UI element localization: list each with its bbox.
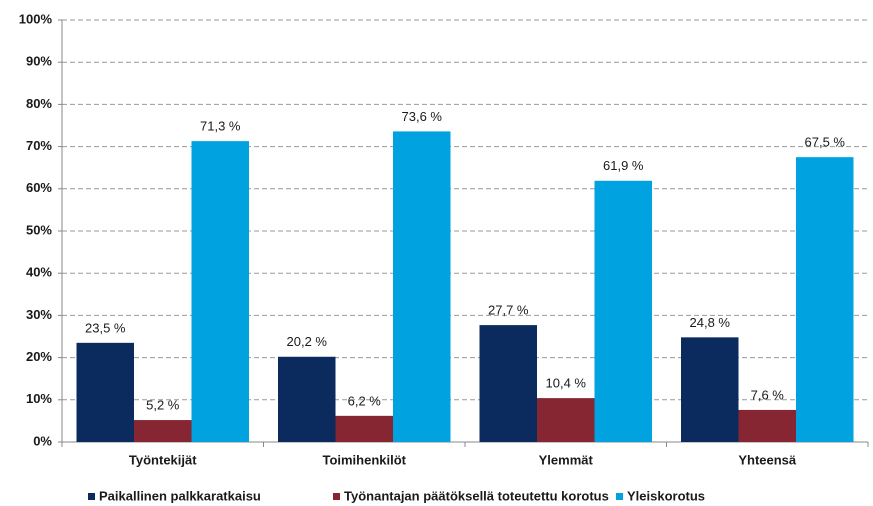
x-tick-label: Ylemmät bbox=[539, 452, 594, 467]
bar bbox=[191, 141, 249, 442]
y-tick-label: 80% bbox=[26, 96, 52, 111]
x-tick-label: Toimihenkilöt bbox=[322, 452, 406, 467]
bar bbox=[594, 180, 652, 443]
value-label: 27,7 % bbox=[488, 303, 529, 318]
y-tick-label: 10% bbox=[26, 391, 52, 406]
y-tick-label: 30% bbox=[26, 307, 52, 322]
y-tick-label: 20% bbox=[26, 349, 52, 364]
y-tick-label: 0% bbox=[33, 433, 52, 448]
value-label: 6,2 % bbox=[348, 393, 382, 408]
x-tick-label: Työntekijät bbox=[129, 452, 197, 467]
bar bbox=[681, 337, 739, 442]
value-label: 24,8 % bbox=[690, 315, 731, 330]
y-tick-label: 40% bbox=[26, 265, 52, 280]
value-label: 61,9 % bbox=[603, 158, 644, 173]
bar bbox=[134, 420, 192, 442]
value-label: 5,2 % bbox=[146, 397, 180, 412]
y-tick-label: 70% bbox=[26, 138, 52, 153]
legend-label: Yleiskorotus bbox=[627, 488, 705, 503]
y-tick-label: 100% bbox=[19, 11, 53, 26]
x-tick-label: Yhteensä bbox=[738, 452, 797, 467]
value-label: 7,6 % bbox=[751, 387, 785, 402]
value-label: 10,4 % bbox=[546, 376, 587, 391]
value-label: 71,3 % bbox=[200, 119, 241, 134]
legend-swatch bbox=[616, 493, 623, 500]
bar bbox=[393, 131, 451, 442]
bar bbox=[278, 356, 336, 442]
value-label: 73,6 % bbox=[402, 109, 443, 124]
bar bbox=[76, 342, 134, 442]
legend-label: Työnantajan päätöksellä toteutettu korot… bbox=[344, 488, 609, 503]
y-tick-label: 50% bbox=[26, 222, 52, 237]
value-label: 20,2 % bbox=[287, 334, 328, 349]
bar bbox=[796, 157, 854, 442]
value-label: 23,5 % bbox=[85, 320, 126, 335]
y-tick-label: 90% bbox=[26, 54, 52, 69]
legend-swatch bbox=[333, 493, 340, 500]
bar bbox=[738, 409, 796, 442]
bar bbox=[335, 415, 393, 442]
legend-label: Paikallinen palkkaratkaisu bbox=[99, 488, 261, 503]
value-label: 67,5 % bbox=[805, 135, 846, 150]
y-tick-label: 60% bbox=[26, 180, 52, 195]
bar bbox=[537, 398, 595, 442]
legend-swatch bbox=[88, 493, 95, 500]
bar bbox=[479, 325, 537, 442]
